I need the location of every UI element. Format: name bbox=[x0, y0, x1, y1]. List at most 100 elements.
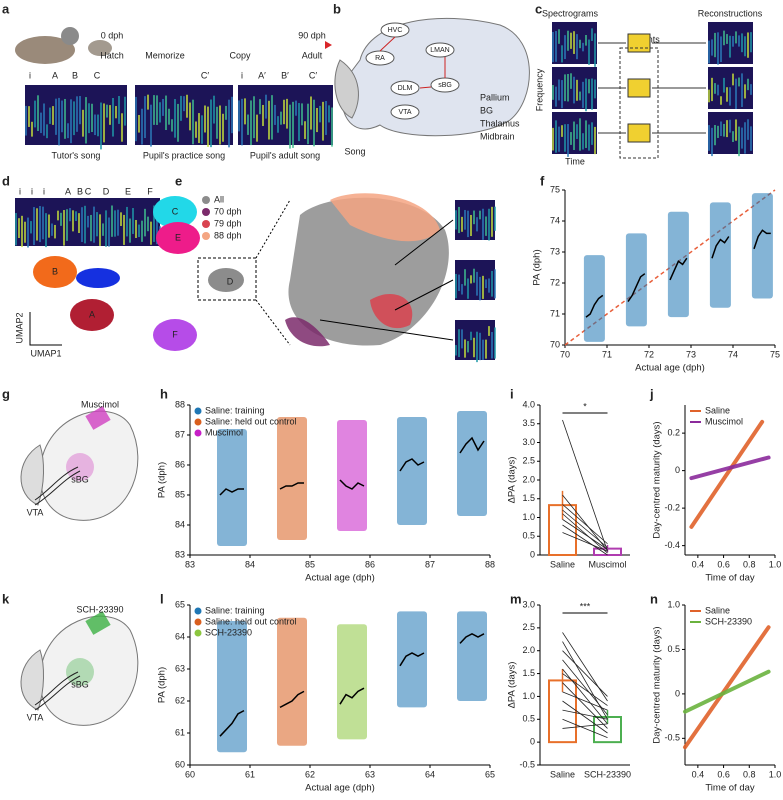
y-tick-label: 0.2 bbox=[667, 428, 680, 438]
spectrogram-streak bbox=[117, 209, 119, 236]
y-tick-label: 0 bbox=[675, 688, 680, 698]
cluster-label: B bbox=[52, 266, 58, 276]
spectrogram-streak bbox=[112, 98, 114, 137]
spectrogram-streak bbox=[283, 99, 285, 125]
spectrogram-streak bbox=[186, 94, 188, 118]
legend-dot bbox=[202, 220, 210, 228]
label: 90 dph bbox=[298, 30, 326, 40]
spectrogram-streak bbox=[73, 101, 75, 136]
x-tick-label: 63 bbox=[365, 769, 375, 779]
x-tick-label: SCH-23390 bbox=[584, 769, 631, 779]
y-tick-label: 2.5 bbox=[522, 456, 535, 466]
legend-label: Saline: training bbox=[205, 605, 265, 615]
spectrogram-streak bbox=[144, 208, 146, 237]
label: Copy bbox=[229, 50, 251, 60]
spectrogram-streak bbox=[714, 83, 716, 94]
spectrogram-streak bbox=[726, 87, 728, 102]
spectrogram-streak bbox=[458, 274, 460, 292]
paired-line bbox=[562, 504, 608, 545]
nucleus-label: RA bbox=[375, 55, 385, 62]
spectrogram-streak bbox=[289, 104, 291, 149]
spectrogram-streak bbox=[225, 105, 227, 120]
x-tick-label: 87 bbox=[425, 559, 435, 569]
spectrogram-streak bbox=[54, 224, 56, 239]
spectrogram-streak bbox=[576, 124, 578, 139]
paired-line bbox=[562, 650, 608, 697]
trend-line bbox=[689, 419, 765, 529]
nucleus-label: VTA bbox=[398, 109, 411, 116]
significance: * bbox=[583, 401, 587, 411]
cluster bbox=[208, 268, 244, 292]
spectrogram-streak bbox=[741, 127, 743, 149]
spectrogram-streak bbox=[473, 268, 475, 283]
x-tick-label: 64 bbox=[425, 769, 435, 779]
point-cloud bbox=[709, 202, 731, 308]
spectrogram-streak bbox=[567, 73, 569, 102]
x-tick-label: 72 bbox=[644, 349, 654, 359]
spectrogram-streak bbox=[118, 96, 120, 124]
spectrogram-streak bbox=[277, 116, 279, 133]
y-tick-label: 62 bbox=[175, 695, 185, 705]
spectrogram bbox=[135, 85, 233, 145]
spectrogram-streak bbox=[591, 78, 593, 110]
spectrogram-streak bbox=[120, 212, 122, 226]
y-tick-label: 0 bbox=[530, 737, 535, 747]
spectrogram-streak bbox=[21, 215, 23, 248]
spectrogram-streak bbox=[735, 78, 737, 109]
spectrogram-streak bbox=[103, 103, 105, 143]
spectrogram-streak bbox=[567, 124, 569, 157]
spectrogram-streak bbox=[708, 89, 710, 103]
x-tick-label: Saline bbox=[550, 769, 575, 779]
spectrogram-streak bbox=[87, 215, 89, 228]
spectrogram-streak bbox=[58, 97, 60, 146]
y-tick-label: 86 bbox=[175, 459, 185, 469]
x-tick-label: 65 bbox=[485, 769, 495, 779]
spectrogram-streak bbox=[105, 210, 107, 247]
spectrogram-streak bbox=[494, 269, 496, 299]
zoom-lines bbox=[255, 199, 291, 346]
point-cloud bbox=[217, 621, 247, 753]
label: Memorize bbox=[145, 50, 185, 60]
spectrogram-streak bbox=[55, 98, 57, 135]
label: i bbox=[241, 70, 243, 80]
spectrogram-streak bbox=[189, 102, 191, 131]
spectrogram-streak bbox=[573, 76, 575, 104]
y-tick-label: -0.2 bbox=[664, 503, 680, 513]
spectrogram-streak bbox=[78, 213, 80, 234]
x-axis-label: Time of day bbox=[705, 573, 755, 584]
spectrogram-streak bbox=[48, 214, 50, 238]
point-cloud bbox=[751, 193, 773, 299]
x-tick-label: 0.6 bbox=[717, 769, 730, 779]
y-tick-label: 4.0 bbox=[522, 399, 535, 409]
spectrogram-streak bbox=[476, 331, 478, 363]
spectrogram-streak bbox=[458, 329, 460, 358]
spectrogram-streak bbox=[271, 95, 273, 140]
spectrogram bbox=[238, 85, 333, 145]
cannula bbox=[85, 611, 111, 635]
spectrogram-streak bbox=[141, 220, 143, 242]
mean-line bbox=[753, 229, 771, 250]
spectrogram-streak bbox=[37, 95, 39, 131]
spectrogram-streak bbox=[75, 211, 77, 221]
spectrogram-streak bbox=[552, 84, 554, 100]
spectrogram-streak bbox=[27, 217, 29, 248]
label: i bbox=[31, 186, 33, 196]
panel-label: b bbox=[333, 1, 341, 16]
legend-label: 88 dph bbox=[214, 230, 242, 240]
y-tick-label: 73 bbox=[550, 246, 560, 256]
paired-line bbox=[562, 700, 608, 734]
legend-dot bbox=[194, 607, 202, 615]
label: A bbox=[65, 186, 71, 196]
spectrogram-streak bbox=[192, 99, 194, 145]
y-tick-label: 64 bbox=[175, 631, 185, 641]
spectrogram-streak bbox=[99, 214, 101, 246]
spectrogram-streak bbox=[747, 119, 749, 140]
spectrogram-streak bbox=[109, 105, 111, 125]
spectrogram-streak bbox=[159, 102, 161, 123]
y-axis-label: PA (dph) bbox=[532, 249, 543, 285]
spectrogram-streak bbox=[90, 214, 92, 242]
nucleus bbox=[390, 104, 420, 120]
spectrogram-streak bbox=[591, 28, 593, 41]
umap-axes bbox=[29, 312, 62, 346]
